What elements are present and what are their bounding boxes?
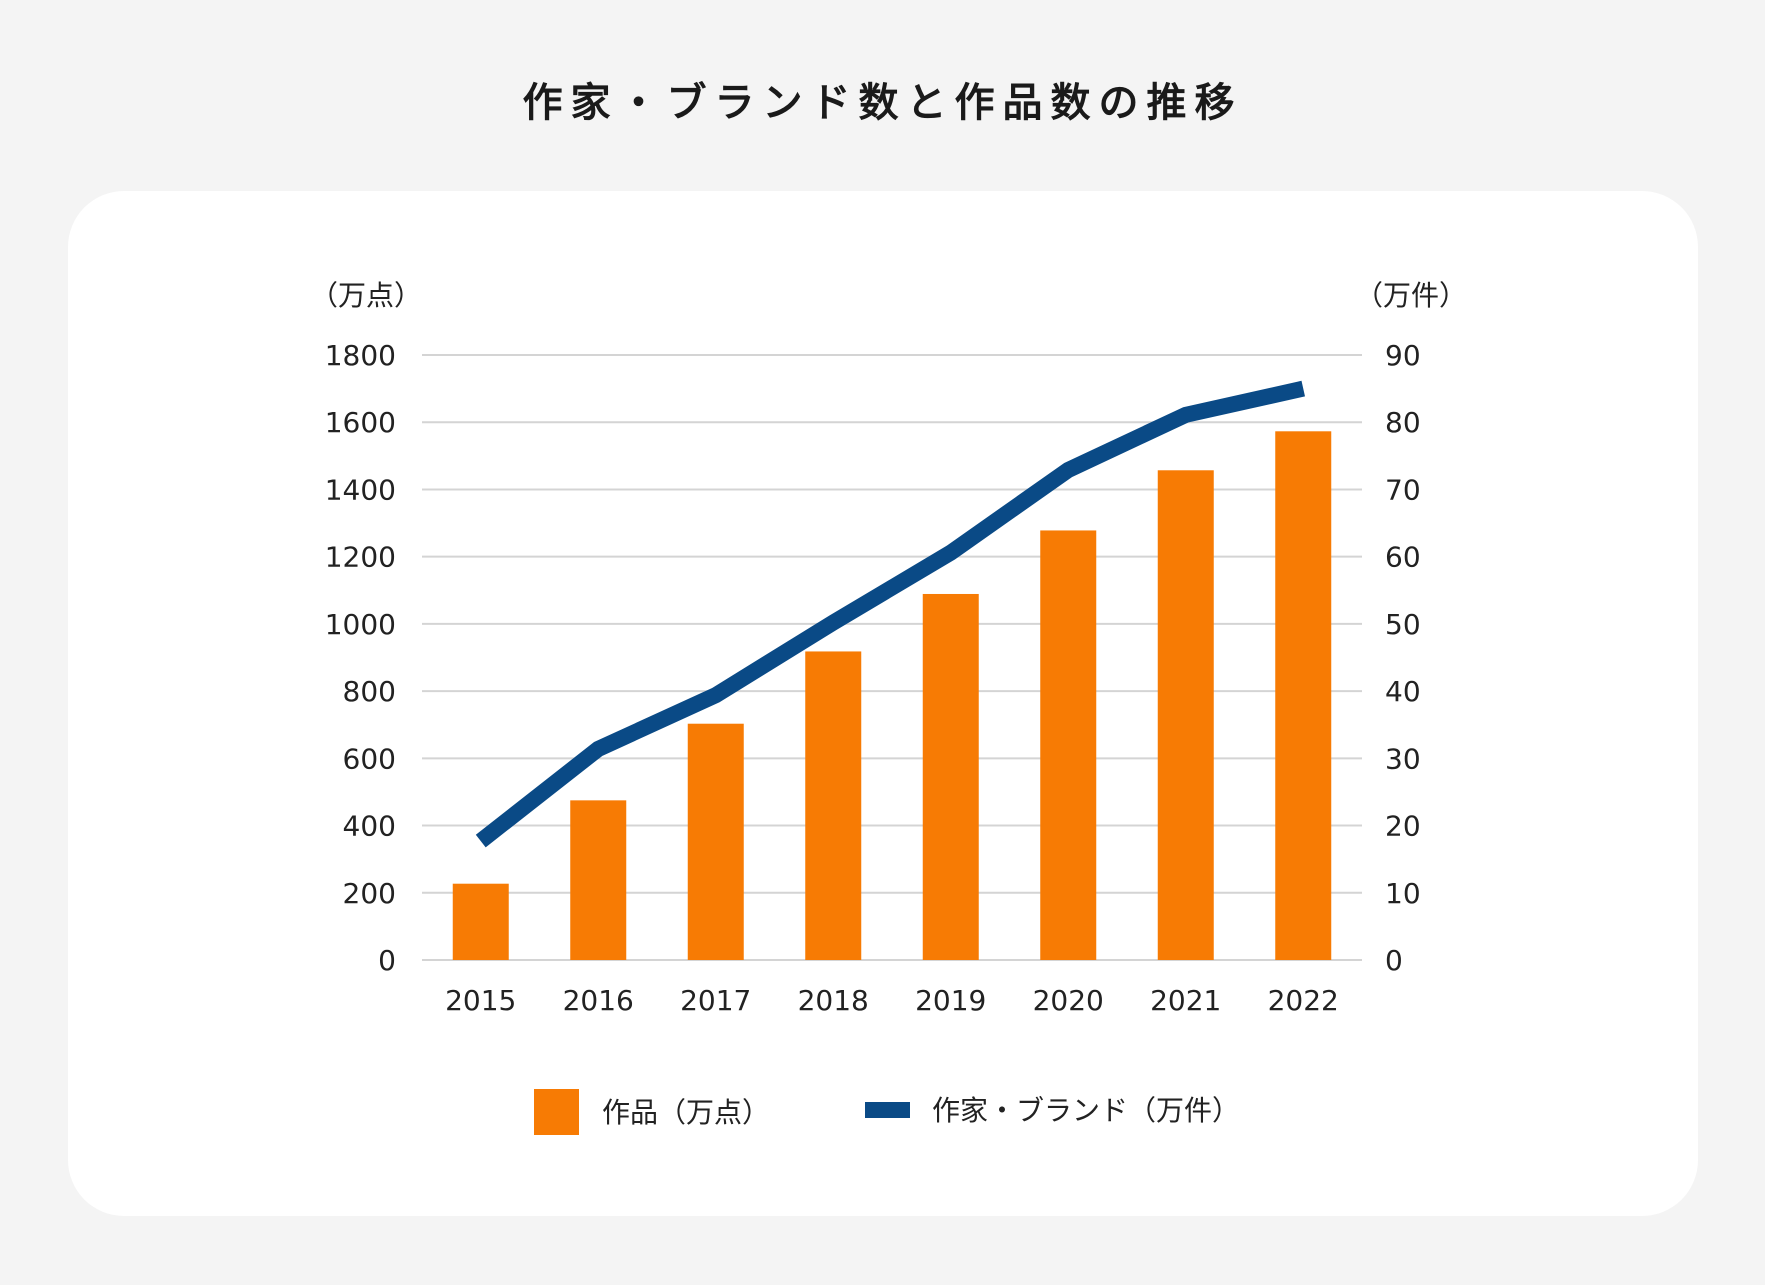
left-tick-label: 200 (343, 877, 396, 910)
left-axis-unit: （万点） (310, 279, 422, 312)
x-tick-label: 2021 (1150, 984, 1221, 1017)
right-tick-label: 40 (1385, 675, 1421, 708)
x-tick-label: 2022 (1268, 984, 1339, 1017)
right-tick-label: 80 (1385, 406, 1421, 439)
left-tick-label: 1200 (325, 541, 396, 574)
bar (1157, 470, 1214, 960)
legend-label-bar: 作品（万点） (602, 1096, 770, 1129)
series-line (475, 380, 1305, 848)
legend-swatch-bar (534, 1089, 579, 1135)
bar (1275, 431, 1332, 960)
right-tick-label: 20 (1385, 810, 1421, 843)
right-tick-label: 10 (1385, 877, 1421, 910)
right-tick-label: 0 (1385, 944, 1403, 977)
legend-swatch-line (865, 1102, 910, 1118)
x-tick-label: 2015 (445, 984, 516, 1017)
right-axis-unit: （万件） (1355, 279, 1467, 312)
bar (570, 800, 627, 960)
left-tick-label: 400 (343, 810, 396, 843)
legend-label-line: 作家・ブランド（万件） (932, 1094, 1240, 1127)
bar (1040, 530, 1097, 960)
left-tick-label: 1800 (325, 339, 396, 372)
bar (805, 651, 862, 960)
x-tick-label: 2020 (1033, 984, 1104, 1017)
left-tick-label: 600 (343, 742, 396, 775)
bar (687, 723, 744, 960)
right-tick-label: 90 (1385, 339, 1421, 372)
x-tick-label: 2016 (563, 984, 634, 1017)
right-tick-label: 70 (1385, 473, 1421, 506)
x-tick-label: 2019 (915, 984, 986, 1017)
chart-card (68, 191, 1698, 1216)
x-tick-label: 2018 (798, 984, 869, 1017)
left-tick-label: 800 (343, 675, 396, 708)
right-tick-label: 60 (1385, 541, 1421, 574)
left-tick-label: 0 (378, 944, 396, 977)
left-tick-label: 1600 (325, 406, 396, 439)
x-tick-label: 2017 (680, 984, 751, 1017)
left-tick-label: 1400 (325, 473, 396, 506)
right-tick-label: 30 (1385, 742, 1421, 775)
bar (922, 593, 979, 960)
right-tick-label: 50 (1385, 608, 1421, 641)
left-tick-label: 1000 (325, 608, 396, 641)
chart-title: 作家・ブランド数と作品数の推移 (522, 80, 1243, 126)
bar (452, 883, 509, 960)
